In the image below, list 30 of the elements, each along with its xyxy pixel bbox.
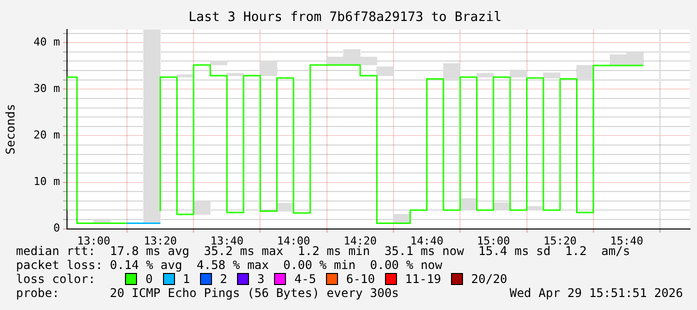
bar: [576, 65, 594, 80]
y-tick-label: 10 m: [34, 175, 60, 188]
bar: [143, 30, 161, 224]
bar: [510, 70, 528, 78]
text: packet loss: 0.14 % avg 4.58 % max 0.00 % min 0.00 % now: [16, 258, 442, 272]
bar: [260, 60, 278, 76]
y-tick-label: 0: [53, 222, 60, 235]
text: probe: 20 ICMP Echo Pings (56 Bytes) every 300s: [16, 286, 399, 300]
bar: [226, 73, 244, 76]
y-axis-title: Seconds: [3, 104, 18, 154]
text: Wed Apr 29 15:51:51 2026: [510, 286, 683, 300]
y-tick-label: 30 m: [34, 82, 60, 96]
bar: [443, 63, 460, 80]
legend-label: 4-5: [294, 272, 316, 286]
legend-label: 2: [220, 272, 228, 286]
bar: [543, 72, 560, 78]
legend-label: 11-19: [405, 272, 442, 286]
legend-label: 6-10: [346, 272, 376, 286]
bar: [210, 60, 228, 66]
y-tick-label: 40 m: [34, 35, 60, 48]
y-tick-label: 20 m: [34, 128, 60, 142]
legend-label: 1: [182, 272, 190, 286]
legend-label: 0: [145, 272, 153, 286]
legend-label: 3: [257, 272, 264, 286]
legend-title: loss color:: [16, 272, 96, 286]
chart-title: Last 3 Hours from 7b6f78a29173 to Brazil: [188, 10, 502, 26]
bar: [176, 74, 194, 78]
bar: [193, 201, 211, 215]
legend-label: 20/20: [471, 272, 508, 286]
bar: [476, 73, 494, 78]
